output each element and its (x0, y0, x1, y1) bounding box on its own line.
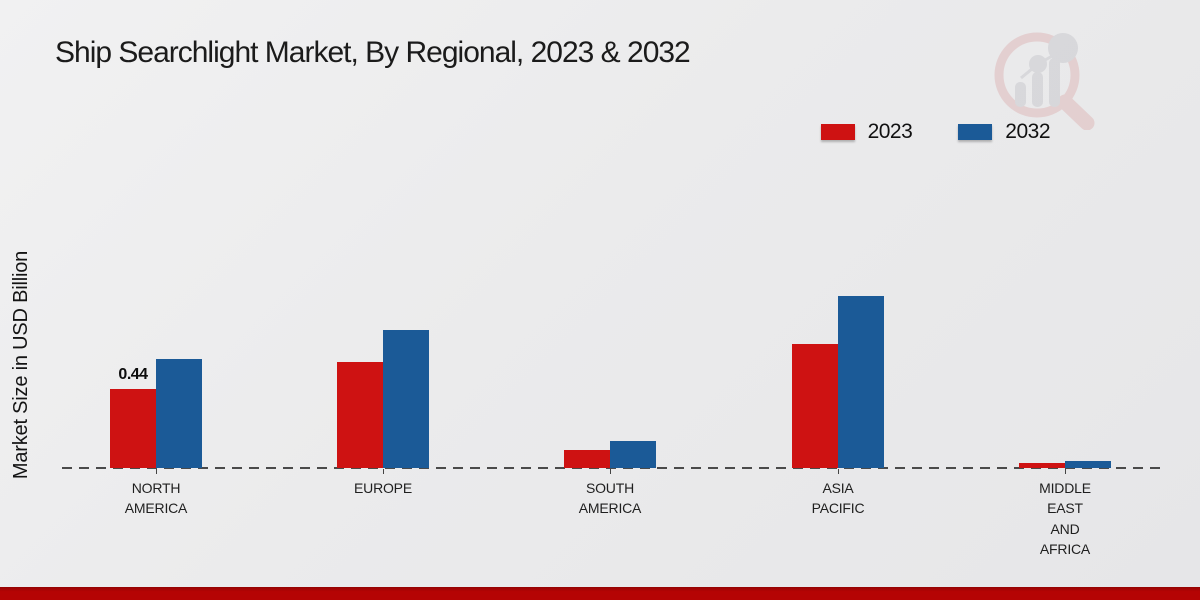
x-axis-label-middle-east-and-africa: MIDDLE EAST AND AFRICA (1039, 480, 1091, 557)
bar-2032-middle-east-and-africa (1065, 461, 1111, 468)
bar-2032-asia-pacific (838, 296, 884, 468)
bar-2023-asia-pacific (792, 344, 838, 468)
bar-2023-south-america (564, 450, 610, 468)
data-label-2023-north-america: 0.44 (118, 366, 148, 383)
x-axis-label-north-america: NORTH AMERICA (124, 480, 188, 517)
legend-swatch-2032 (958, 124, 993, 140)
chart-title: Ship Searchlight Market, By Regional, 20… (55, 36, 691, 69)
bar-2023-europe (337, 362, 383, 468)
legend-label-2023: 2023 (867, 120, 913, 143)
footer-accent-strip (0, 587, 1200, 600)
x-axis-tick-south-america (610, 469, 611, 474)
legend-label-2032: 2032 (1005, 120, 1050, 143)
x-axis-label-europe: EUROPE (354, 480, 412, 496)
zero-baseline (62, 467, 1163, 469)
bar-2023-middle-east-and-africa (1019, 463, 1065, 468)
bar-2032-north-america (156, 359, 202, 468)
x-axis-tick-asia-pacific (838, 469, 839, 474)
x-axis-tick-europe (383, 469, 384, 474)
legend-item-2032: 2032 (958, 120, 1050, 144)
x-axis-label-south-america: SOUTH AMERICA (578, 480, 642, 517)
x-axis-tick-middle-east-and-africa (1065, 469, 1066, 474)
legend-item-2023: 2023 (820, 120, 913, 144)
legend-swatch-2023 (820, 124, 855, 140)
x-axis-label-asia-pacific: ASIA PACIFIC (811, 480, 865, 517)
legend: 2023 2032 (820, 120, 1050, 144)
bar-2032-europe (383, 330, 429, 468)
x-axis-tick-north-america (156, 469, 157, 474)
brand-watermark-icon (994, 32, 1095, 130)
bar-2023-north-america (110, 389, 156, 468)
bar-2032-south-america (610, 441, 656, 468)
